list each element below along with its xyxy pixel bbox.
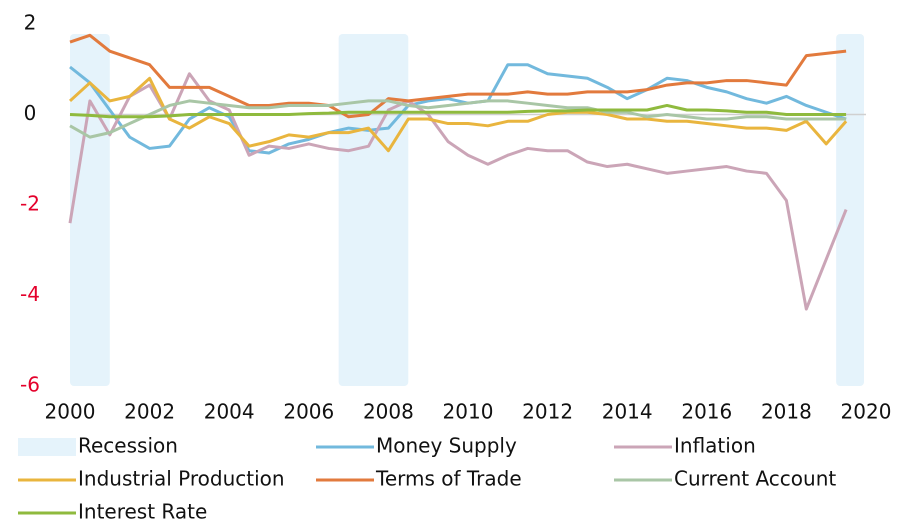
x-tick-label: 2016 xyxy=(681,400,732,424)
legend-label: Inflation xyxy=(674,434,756,458)
recession-band xyxy=(836,34,865,386)
series-line xyxy=(69,99,847,139)
series-line xyxy=(68,76,848,153)
y-tick-label: -4 xyxy=(20,282,40,306)
y-tick-label: 2 xyxy=(24,11,37,35)
legend-label: Money Supply xyxy=(376,434,517,458)
x-tick-label: 2008 xyxy=(363,400,414,424)
x-tick-label: 2002 xyxy=(124,400,175,424)
series-line xyxy=(69,103,847,119)
x-tick-label: 2014 xyxy=(602,400,653,424)
x-tick-label: 2010 xyxy=(443,400,494,424)
legend-label: Industrial Production xyxy=(78,467,285,491)
x-tick-label: 2018 xyxy=(761,400,812,424)
x-tick-label: 2006 xyxy=(283,400,334,424)
legend-label: Interest Rate xyxy=(78,500,207,522)
x-tick-label: 2004 xyxy=(204,400,255,424)
x-tick-label: 2020 xyxy=(841,400,892,424)
x-tick-label: 2012 xyxy=(522,400,573,424)
series-line xyxy=(69,33,847,119)
recession-band xyxy=(338,34,409,386)
y-tick-label: 0 xyxy=(24,101,37,125)
legend-label: Recession xyxy=(78,434,178,458)
recession-band xyxy=(70,34,110,386)
y-tick-label: -6 xyxy=(20,373,40,397)
legend-label: Current Account xyxy=(674,467,836,491)
series-line xyxy=(68,72,848,311)
legend-swatch xyxy=(18,438,76,456)
x-tick-label: 2000 xyxy=(45,400,96,424)
legend-label: Terms of Trade xyxy=(375,467,522,491)
y-tick-label: -2 xyxy=(20,192,40,216)
